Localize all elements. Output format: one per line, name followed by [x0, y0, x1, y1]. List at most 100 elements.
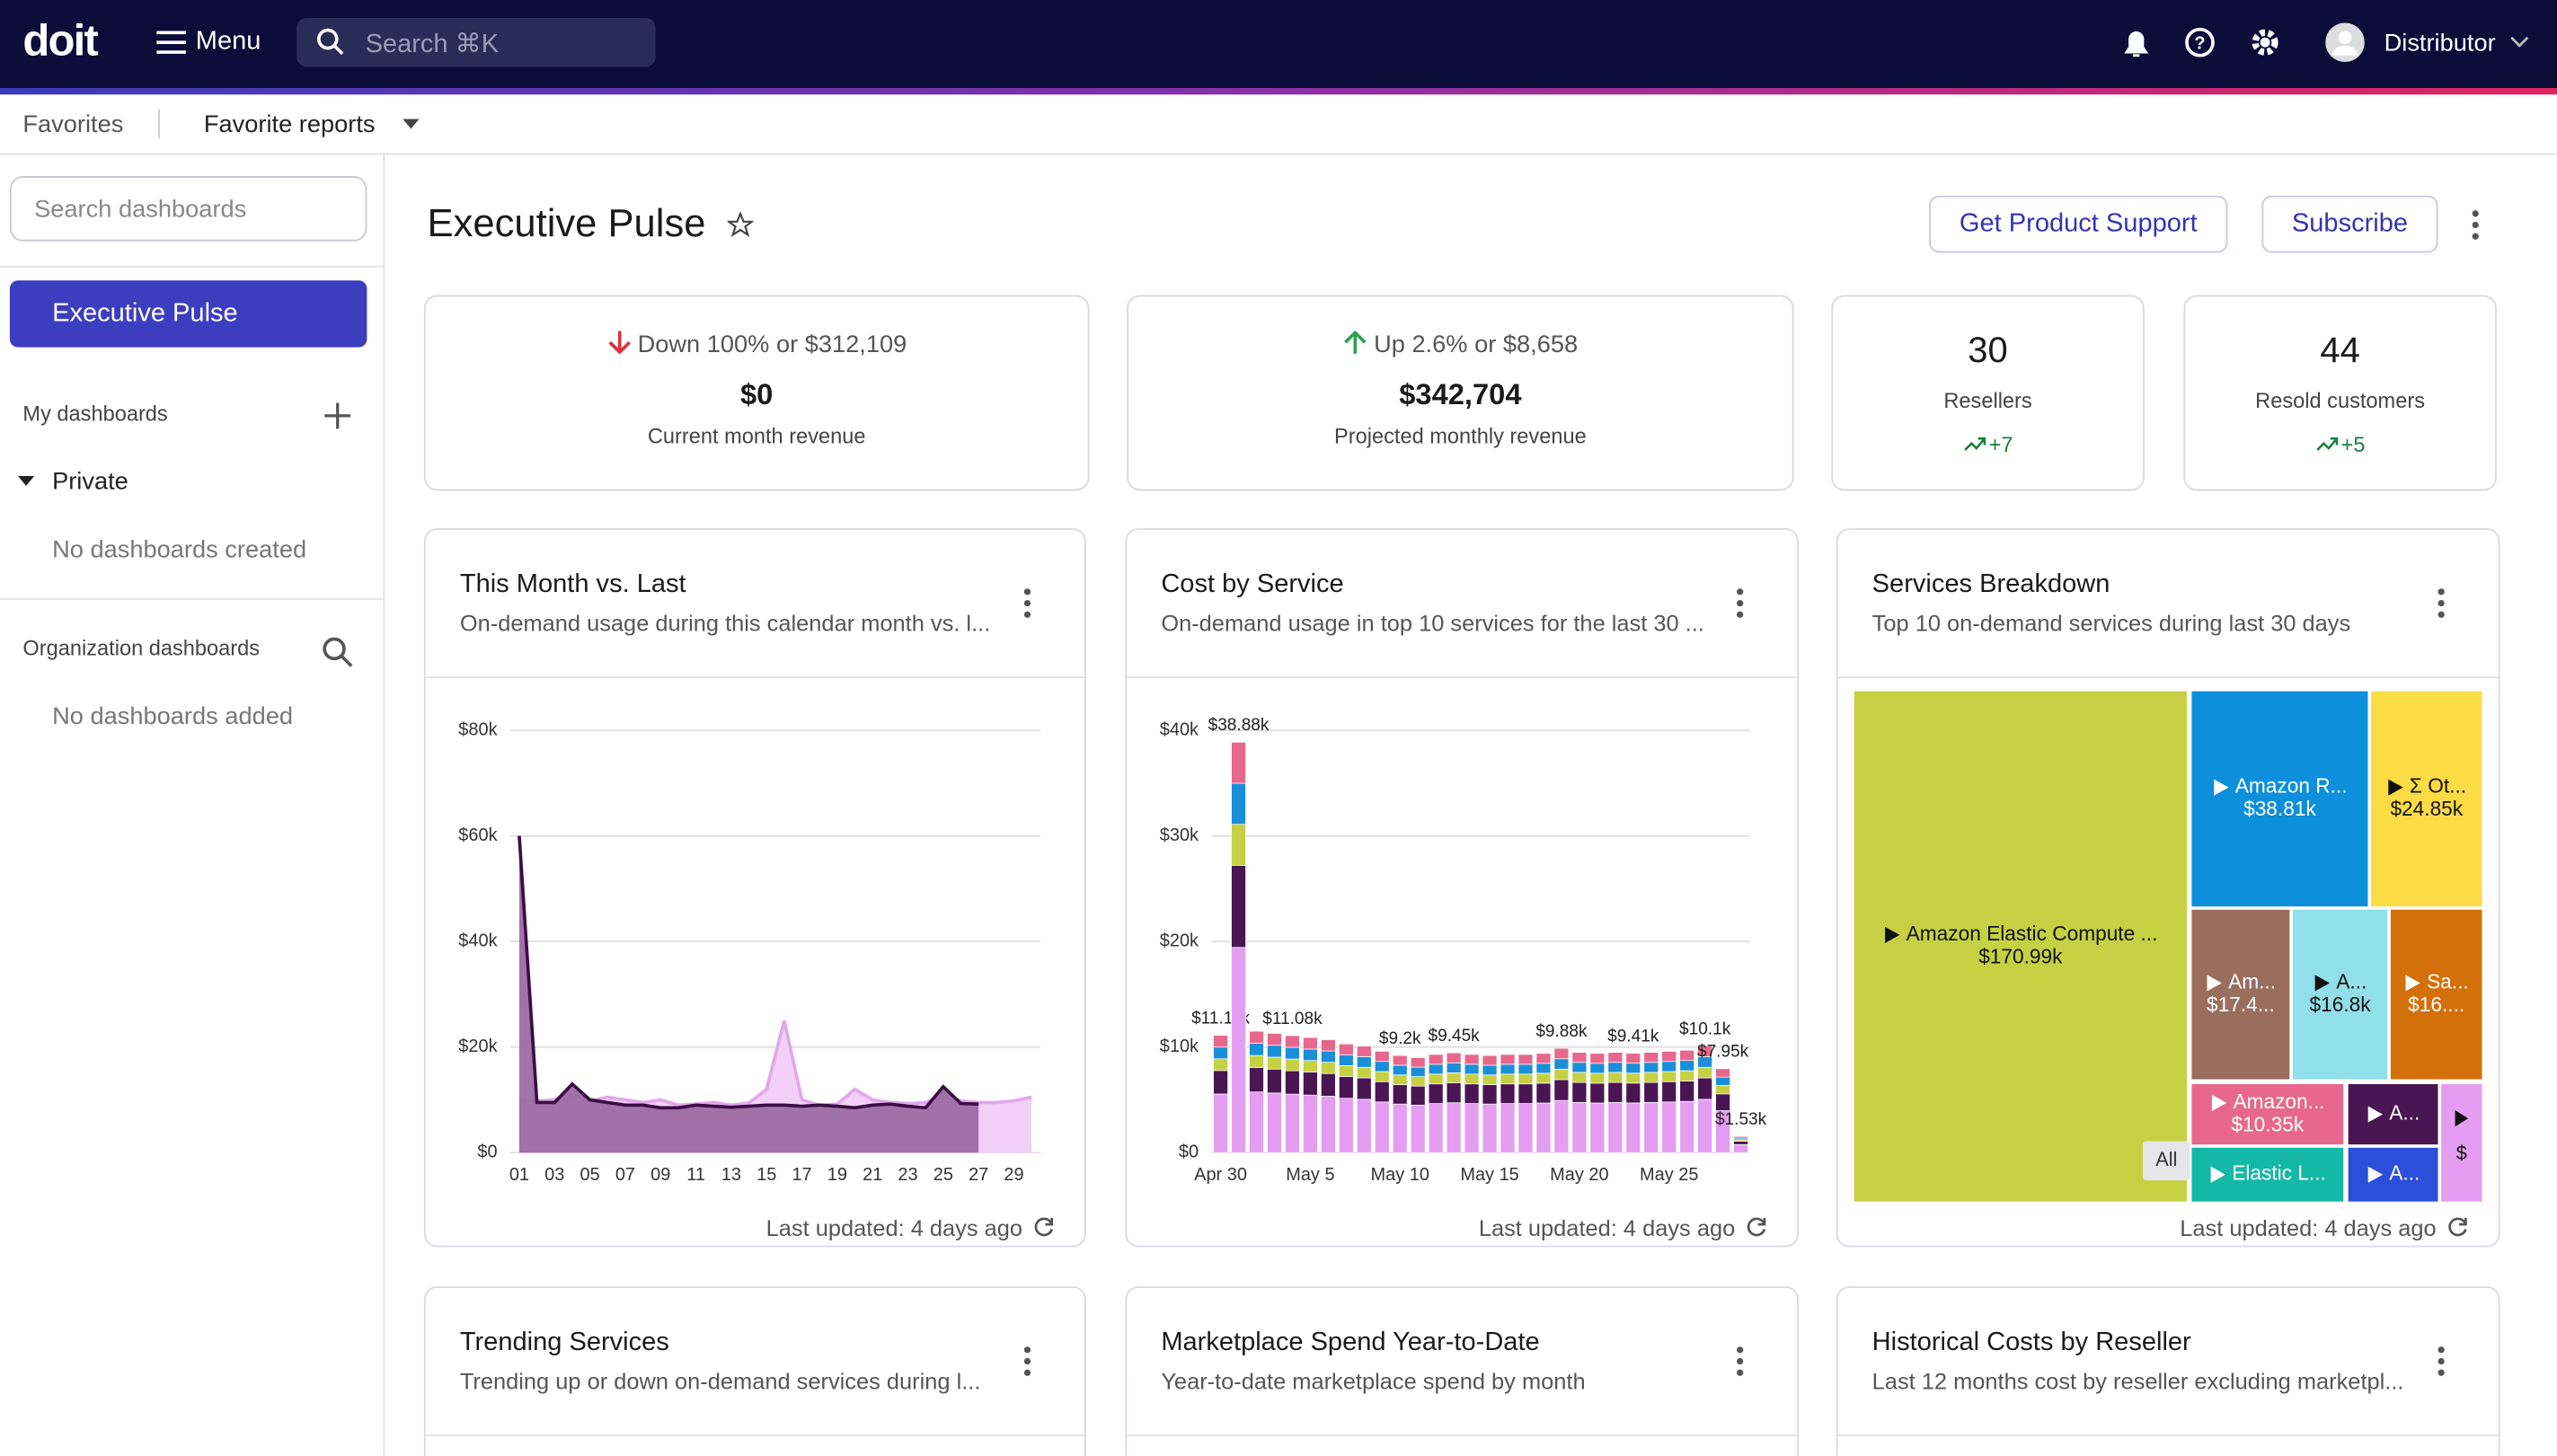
kpi-value: $342,704: [1399, 378, 1522, 411]
trend-arrow: [1344, 330, 1367, 354]
kpi-value: 30: [1968, 329, 2008, 371]
kpi-label: Current month revenue: [647, 423, 866, 449]
widget-divider: [1127, 1434, 1798, 1437]
widget-card: [1836, 1286, 2500, 1456]
widget-menu-glyph: [2438, 1346, 2445, 1376]
widget-card: [423, 528, 1086, 1248]
nav-icons[interactable]: ?: [2117, 22, 2280, 65]
favorites[interactable]: Favorites: [22, 110, 124, 139]
widget-title: Historical Costs by Reseller: [1871, 1328, 2191, 1357]
star-icon[interactable]: [727, 211, 754, 238]
logo[interactable]: doit: [22, 16, 98, 66]
kpi-value: 44: [2320, 329, 2360, 371]
active-dashboard[interactable]: [9, 280, 367, 348]
last-updated: Last updated: 4 days ago: [2180, 1214, 2437, 1241]
caret[interactable]: [403, 118, 420, 131]
widget-title: Services Breakdown: [1871, 570, 2110, 599]
nav-accent: [0, 88, 2557, 95]
refresh-icon[interactable]: [1032, 1216, 1055, 1239]
caret[interactable]: [17, 474, 35, 488]
widget-menu-glyph: [2438, 588, 2445, 618]
user-caret[interactable]: [2509, 34, 2529, 50]
widget-menu[interactable]: [1732, 587, 1748, 619]
dashboard-search[interactable]: [9, 176, 367, 242]
user-name[interactable]: Distributor: [2384, 29, 2496, 57]
widget-menu[interactable]: [2433, 1345, 2449, 1377]
kpi-change: Up 2.6% or $8,658: [1127, 330, 1793, 358]
menu[interactable]: Menu: [195, 27, 261, 56]
private-folder[interactable]: Private: [52, 467, 128, 496]
separator: [0, 265, 384, 268]
widget-menu[interactable]: [2433, 587, 2449, 619]
search-box[interactable]: [296, 17, 656, 67]
widget-card: [1125, 528, 1800, 1248]
subscribe-button[interactable]: Subscribe: [2261, 195, 2438, 253]
page-title: Executive Pulse: [427, 202, 706, 247]
avatar[interactable]: [2325, 22, 2367, 65]
kpi-delta: +7: [1831, 432, 2144, 456]
kpi-label: Resellers: [1943, 387, 2032, 413]
last-updated: Last updated: 4 days ago: [1478, 1214, 1736, 1241]
widget-menu-glyph: [1737, 1346, 1744, 1376]
widget-subtitle: On-demand usage during this calendar mon…: [459, 609, 991, 636]
widget-menu[interactable]: [1732, 1345, 1748, 1377]
trend-arrow: [608, 331, 631, 355]
add-icon[interactable]: [324, 402, 351, 429]
widget-menu[interactable]: [1019, 587, 1035, 619]
kpi-label: Resold customers: [2255, 387, 2426, 413]
widget-divider: [425, 1434, 1085, 1437]
widget-divider: [1837, 676, 2499, 679]
menu-icon[interactable]: [156, 30, 186, 56]
kpi-delta: +5: [2183, 432, 2496, 456]
kpi-card: [423, 295, 1090, 491]
kpi-change: Down 100% or $312,109: [424, 331, 1090, 358]
subnav-border: [0, 153, 2557, 155]
svg-text:?: ?: [2194, 33, 2205, 53]
refresh-icon[interactable]: [2446, 1216, 2469, 1239]
widget-menu-glyph: [1023, 588, 1031, 618]
divider: [158, 109, 160, 139]
widget-subtitle: On-demand usage in top 10 services for t…: [1161, 609, 1704, 636]
refresh-icon-glyph: [1034, 1217, 1054, 1237]
search-icon[interactable]: [322, 636, 354, 668]
refresh-icon-glyph: [2448, 1217, 2467, 1237]
search-icon: [317, 28, 344, 56]
trend-icon: [1963, 437, 1986, 451]
widget-card: [1836, 528, 2500, 1248]
widget-title: Cost by Service: [1161, 570, 1344, 599]
widget-divider: [1127, 676, 1798, 679]
kpi-label: Projected monthly revenue: [1334, 423, 1587, 449]
widget-menu-glyph: [1737, 588, 1744, 618]
trend-icon: [2315, 437, 2338, 451]
dashboard-search-placeholder: Search dashboards: [34, 195, 247, 224]
kpi-value: $0: [740, 378, 774, 411]
widget-card: [1125, 1286, 1800, 1456]
widget-subtitle: Last 12 months cost by reseller excludin…: [1871, 1367, 2404, 1394]
widget-title: This Month vs. Last: [459, 570, 686, 599]
section-label: My dashboards: [22, 401, 168, 426]
kpi-card: [1127, 295, 1794, 491]
refresh-icon-glyph: [1747, 1217, 1766, 1237]
more-icon[interactable]: [2467, 208, 2483, 241]
widget-subtitle: Year-to-date marketplace spend by month: [1161, 1367, 1586, 1394]
widget-subtitle: Trending up or down on-demand services d…: [459, 1367, 981, 1394]
active-dashboard-label[interactable]: Executive Pulse: [52, 299, 238, 328]
sidebar-border: [383, 154, 385, 1456]
widget-menu[interactable]: [1019, 1345, 1035, 1377]
separator: [0, 598, 384, 600]
empty-note: No dashboards created: [52, 536, 307, 565]
widget-title: Trending Services: [459, 1328, 669, 1357]
section-label: Organization dashboards: [22, 635, 261, 661]
kpi-card: [2183, 295, 2497, 491]
widget-title: Marketplace Spend Year-to-Date: [1161, 1328, 1540, 1357]
favorite-reports[interactable]: Favorite reports: [203, 110, 376, 139]
last-updated: Last updated: 4 days ago: [765, 1214, 1023, 1241]
widget-subtitle: Top 10 on-demand services during last 30…: [1871, 609, 2351, 636]
support-button[interactable]: Get Product Support: [1929, 195, 2228, 253]
widget-divider: [1837, 1434, 2499, 1437]
widget-menu-glyph: [1023, 1346, 1031, 1376]
refresh-icon[interactable]: [1745, 1216, 1767, 1239]
widget-divider: [425, 676, 1085, 679]
